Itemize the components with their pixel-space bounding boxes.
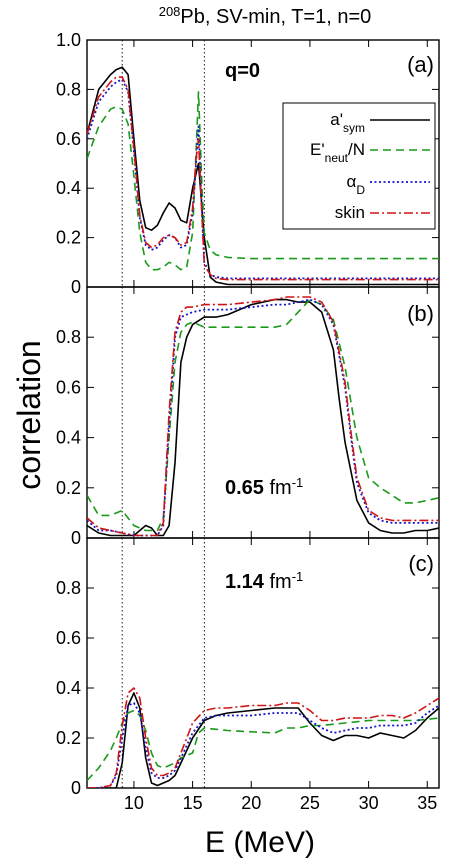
panel-b-annotation-rest: fm — [264, 477, 292, 499]
panel-c-label: (c) — [408, 551, 434, 576]
series-line-skin — [87, 687, 439, 788]
figure-title: 208Pb, SV-min, T=1, n=0 — [159, 4, 372, 29]
title-main: Pb, SV-min, T=1, n=0 — [180, 6, 371, 28]
panel-b-label: (b) — [407, 301, 434, 326]
panel-frame — [86, 286, 440, 539]
legend-label-asym: a'sym — [330, 110, 365, 135]
legend-asym-sub: sym — [343, 121, 365, 135]
legend-label-alpha: αD — [347, 172, 366, 197]
series-line-asym — [87, 66, 439, 286]
y-axis-label: correlation — [11, 340, 47, 489]
y-tick-label: 0.4 — [56, 678, 81, 698]
y-tick-label: 0 — [71, 778, 81, 798]
y-tick-label: 1.0 — [56, 30, 81, 50]
legend-box — [282, 102, 436, 230]
legend-eneut-main: E' — [310, 140, 325, 159]
panel-c: 0 0.2 0.4 0.6 0.8 10 15 20 25 30 35 — [56, 537, 440, 813]
y-tick-label: 0.2 — [56, 728, 81, 748]
panel-c-annotation-rest: fm — [264, 571, 292, 593]
y-tick-label: 0.6 — [56, 628, 81, 648]
legend-skin-main: skin — [335, 203, 365, 222]
y-tick-label: 0.2 — [56, 478, 81, 498]
y-tick-label: 0.8 — [56, 578, 81, 598]
legend-label-skin: skin — [335, 203, 365, 222]
x-tick-label: 30 — [359, 793, 379, 813]
legend-alpha-sub: D — [356, 183, 365, 197]
series-line-skin — [87, 76, 439, 281]
panel-c-annotation: 1.14 fm-1 — [225, 569, 303, 594]
legend: a'sym E'neut/N αD skin — [282, 102, 436, 230]
series-line-alpha — [87, 298, 439, 537]
legend-label-eneut: E'neut/N — [310, 140, 365, 165]
x-axis-label: E (MeV) — [205, 826, 315, 859]
legend-asym-main: a' — [330, 110, 343, 129]
series-line-asym — [87, 298, 439, 537]
y-tick-label: 0.6 — [56, 129, 81, 149]
y-tick-label: 0.4 — [56, 178, 81, 198]
series-line-skin — [87, 296, 439, 537]
x-tick-label: 10 — [124, 793, 144, 813]
panel-b-annotation: 0.65 fm-1 — [225, 475, 303, 500]
x-tick-label: 35 — [417, 793, 437, 813]
x-tick-label: 20 — [241, 793, 261, 813]
legend-eneut-suffix: /N — [348, 140, 365, 159]
panel-frame — [86, 537, 440, 789]
panel-b-annotation-sup: -1 — [292, 475, 304, 490]
series-line-eneut — [87, 709, 439, 782]
y-tick-label: 0.8 — [56, 79, 81, 99]
panel-c-annotation-sup: -1 — [292, 569, 304, 584]
panel-c-annotation-bold: 1.14 — [225, 571, 265, 593]
title-isotope: 208 — [159, 4, 181, 19]
panel-b: 0 0.2 0.4 0.6 0.8 — [56, 286, 440, 548]
y-tick-label: 0.6 — [56, 377, 81, 397]
y-tick-label: 0.2 — [56, 228, 81, 248]
x-tick-label: 25 — [300, 793, 320, 813]
x-tick-label: 15 — [183, 793, 203, 813]
panel-b-annotation-bold: 0.65 — [225, 477, 264, 499]
panel-a-annotation: q=0 — [225, 60, 260, 82]
series-line-alpha — [87, 78, 439, 280]
legend-eneut-sub: neut — [325, 151, 349, 165]
series-line-asym — [87, 692, 439, 788]
panel-a-annotation-bold: q=0 — [225, 60, 260, 82]
y-tick-label: 0 — [71, 528, 81, 548]
y-tick-label: 0.4 — [56, 428, 81, 448]
y-tick-label: 0.8 — [56, 327, 81, 347]
panel-a: 0 0.2 0.4 0.6 0.8 1.0 — [56, 30, 440, 297]
series-line-eneut — [87, 91, 439, 271]
legend-alpha-main: α — [347, 172, 357, 191]
series-line-alpha — [87, 702, 439, 788]
series-line-eneut — [87, 298, 439, 532]
y-tick-label: 0 — [71, 277, 81, 297]
panel-a-label: (a) — [407, 52, 434, 77]
